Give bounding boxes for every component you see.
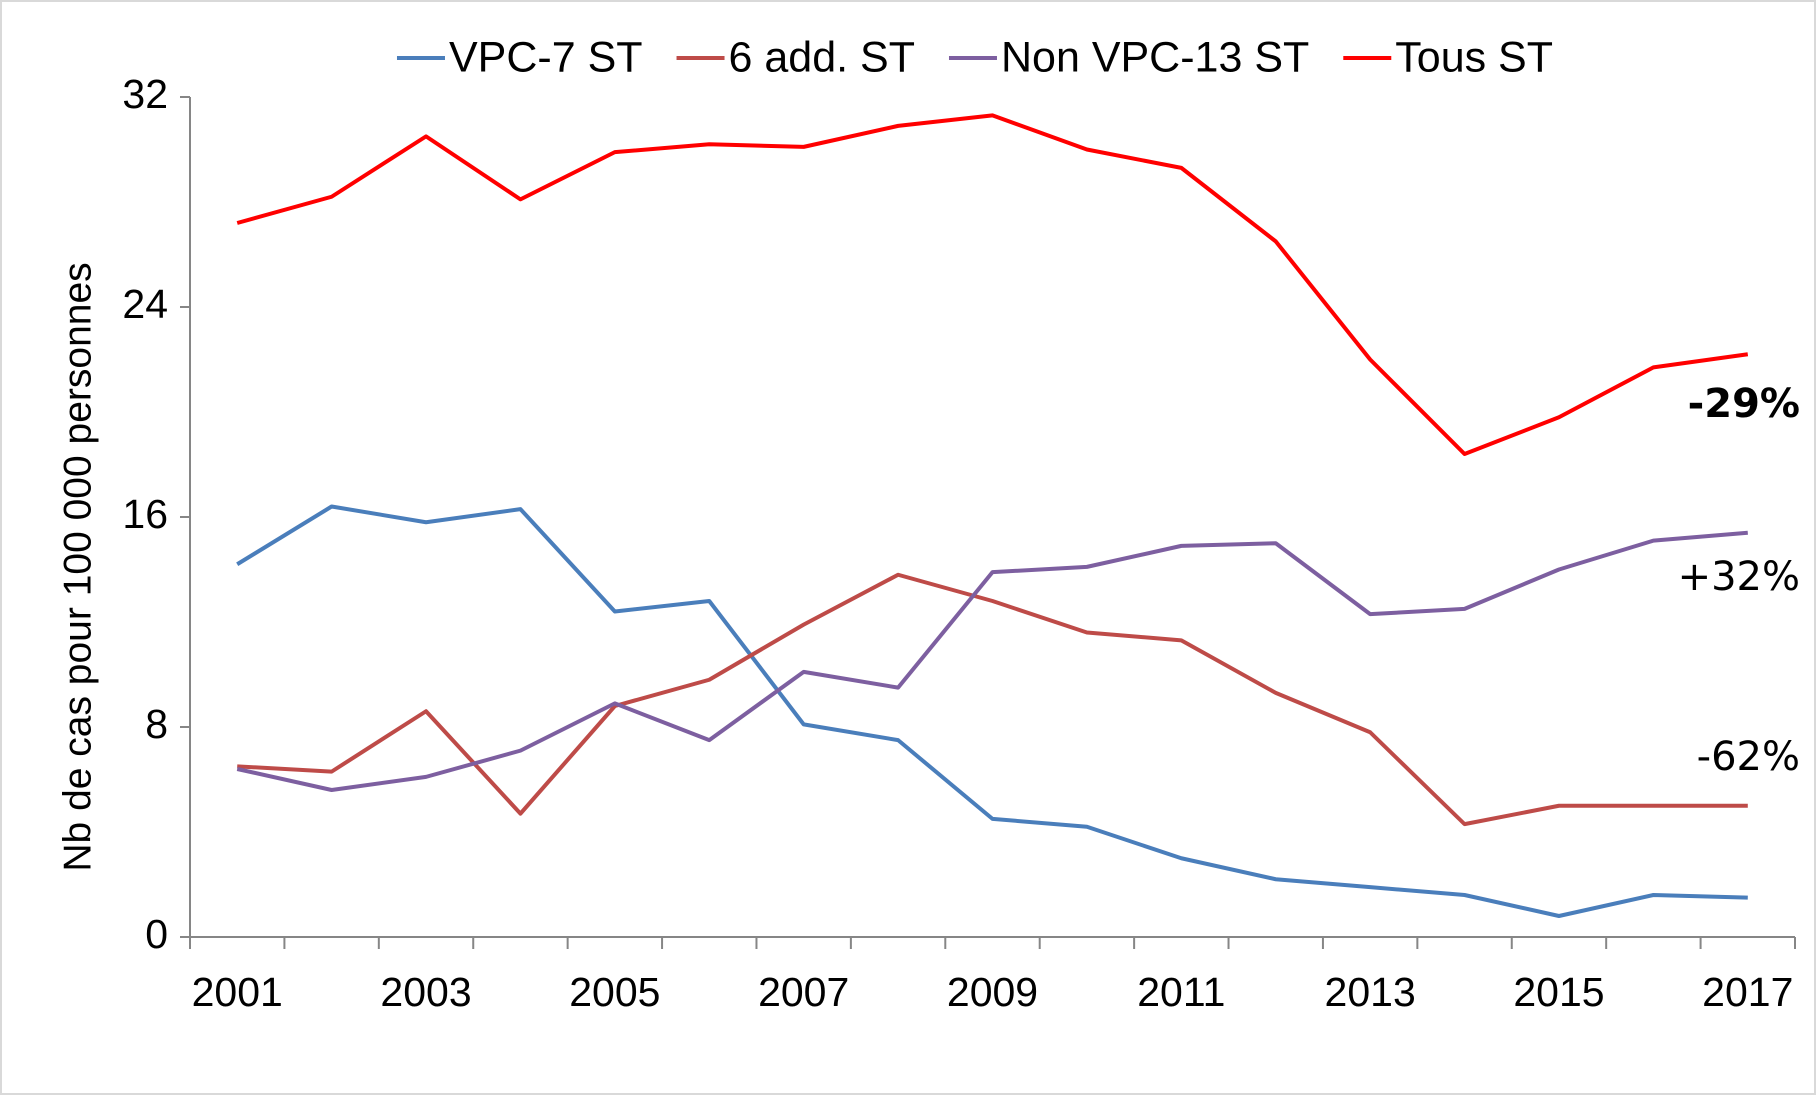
legend-label: 6 add. ST (729, 33, 915, 81)
legend-label: Non VPC-13 ST (1001, 33, 1309, 81)
y-tick-label: 0 (145, 911, 168, 957)
x-tick-label: 2007 (758, 969, 849, 1015)
x-tick-label: 2001 (192, 969, 283, 1015)
annotation: +32% (1678, 554, 1800, 600)
legend-label: Tous ST (1395, 33, 1553, 81)
legend-label: VPC-7 ST (449, 33, 643, 81)
annotation: -62% (1697, 734, 1800, 780)
x-tick-label: 2005 (569, 969, 660, 1015)
x-tick-label: 2013 (1325, 969, 1416, 1015)
y-axis-label: Nb de cas pour 100 000 personnes (56, 262, 99, 871)
annotation: -29% (1688, 381, 1800, 427)
y-tick-label: 16 (122, 491, 168, 537)
y-tick-label: 24 (122, 281, 168, 327)
series-line (236, 530, 1748, 792)
x-tick-label: 2003 (380, 969, 471, 1015)
x-tick-label: 2009 (947, 969, 1038, 1015)
y-tick-label: 8 (145, 701, 168, 747)
series-line (236, 113, 1749, 456)
x-tick-label: 2015 (1513, 969, 1604, 1015)
series-line (236, 504, 1748, 918)
y-tick-label: 32 (122, 71, 168, 117)
x-tick-label: 2011 (1137, 969, 1225, 1015)
series-line (237, 572, 1748, 827)
x-tick-label: 2017 (1702, 969, 1793, 1015)
